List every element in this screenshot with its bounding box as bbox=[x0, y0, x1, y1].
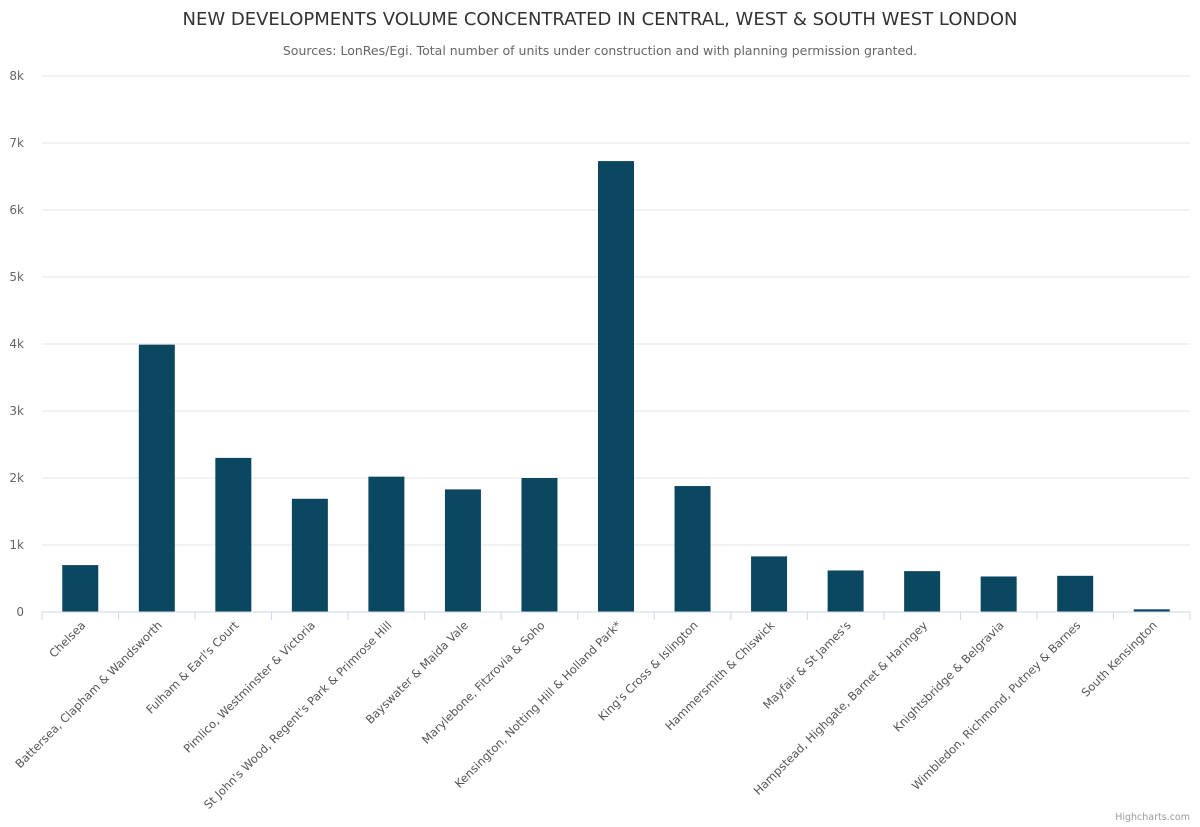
y-tick-label: 6k bbox=[9, 203, 24, 217]
x-tick-label: Pimlico, Westminster & Victoria bbox=[181, 618, 318, 755]
bar[interactable] bbox=[1057, 575, 1094, 612]
y-tick-label: 5k bbox=[9, 270, 24, 284]
bar[interactable] bbox=[904, 571, 941, 612]
x-tick-label: Battersea, Clapham & Wandsworth bbox=[12, 618, 165, 771]
y-tick-label: 8k bbox=[9, 69, 24, 83]
bar[interactable] bbox=[138, 344, 175, 612]
x-tick-label: Chelsea bbox=[46, 618, 88, 660]
bar[interactable] bbox=[215, 457, 252, 612]
bar[interactable] bbox=[598, 161, 634, 612]
y-tick-label: 3k bbox=[9, 404, 24, 418]
chart-subtitle: Sources: LonRes/Egi. Total number of uni… bbox=[283, 43, 917, 58]
bar[interactable] bbox=[751, 556, 788, 612]
bar[interactable] bbox=[674, 486, 711, 612]
y-tick-label: 7k bbox=[9, 136, 24, 150]
bar[interactable] bbox=[62, 565, 99, 612]
chart-title: NEW DEVELOPMENTS VOLUME CONCENTRATED IN … bbox=[183, 9, 1018, 30]
y-tick-label: 0 bbox=[16, 605, 24, 619]
bar[interactable] bbox=[827, 570, 864, 612]
bar[interactable] bbox=[521, 478, 558, 612]
bar[interactable] bbox=[1133, 609, 1170, 612]
credits-link[interactable]: Highcharts.com bbox=[1115, 812, 1190, 823]
bar[interactable] bbox=[980, 576, 1017, 612]
y-tick-label: 2k bbox=[9, 471, 24, 485]
bar[interactable] bbox=[368, 476, 405, 612]
x-tick-label: Kensington, Notting Hill & Holland Park* bbox=[452, 618, 625, 791]
x-tick-label: Marylebone, Fitzrovia & Soho bbox=[419, 618, 548, 747]
x-tick-label: South Kensington bbox=[1079, 618, 1160, 699]
x-tick-label: Wimbledon, Richmond, Putney & Barnes bbox=[909, 618, 1083, 792]
y-tick-label: 1k bbox=[9, 538, 24, 552]
bar[interactable] bbox=[444, 489, 481, 612]
bar[interactable] bbox=[291, 498, 328, 612]
y-tick-label: 4k bbox=[9, 337, 24, 351]
x-tick-label: Hampstead, Highgate, Barnet & Haringey bbox=[751, 618, 931, 798]
bars bbox=[62, 161, 1170, 612]
y-axis-labels: 0 1k 2k 3k 4k 5k 6k 7k 8k bbox=[9, 69, 24, 619]
